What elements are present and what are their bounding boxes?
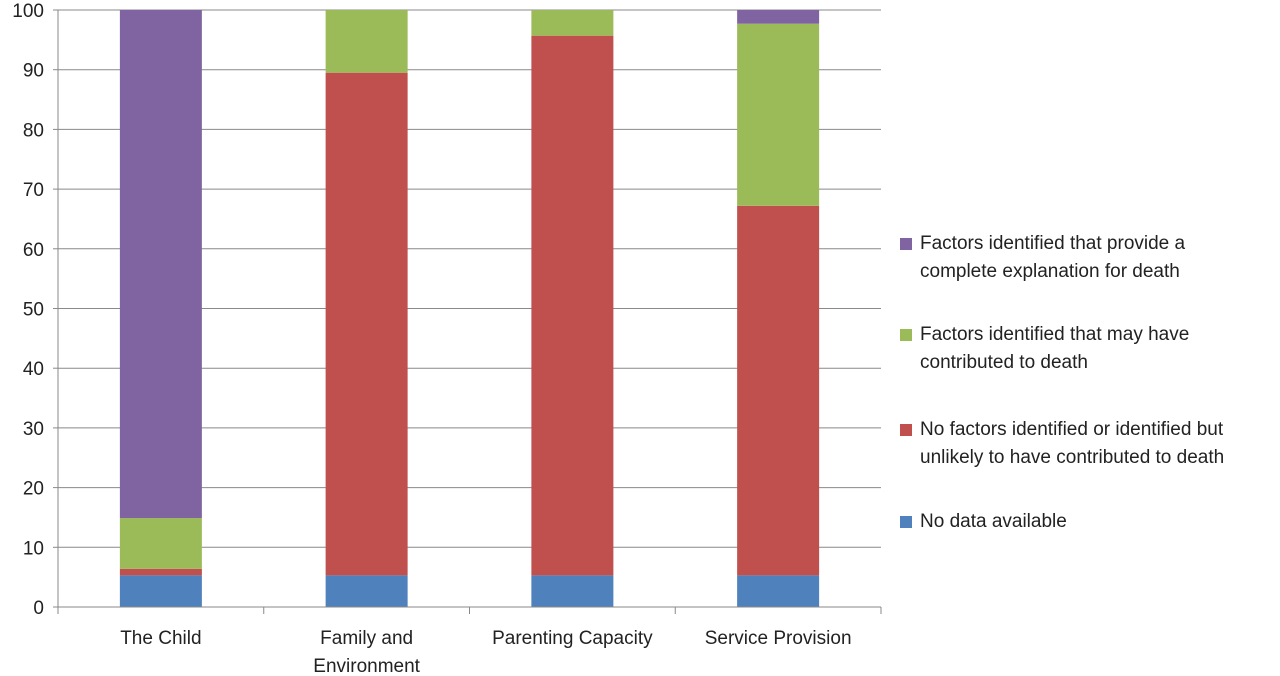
bar-segment xyxy=(119,518,202,569)
x-category-label: Environment xyxy=(313,656,420,676)
bar-segment xyxy=(737,10,820,24)
x-category-label: Family and xyxy=(320,628,413,649)
bar-segment xyxy=(531,35,614,576)
legend-label-line: No factors identified or identified but xyxy=(920,419,1224,440)
bar-segment xyxy=(325,72,408,576)
legend-label-line: Factors identified that may have xyxy=(920,324,1190,345)
bar-segment xyxy=(119,575,202,607)
legend-label-line: Factors identified that provide a xyxy=(920,233,1186,254)
bar-segment xyxy=(737,205,820,576)
bar-segment xyxy=(531,10,614,36)
y-tick-label: 50 xyxy=(23,300,44,321)
x-category-label: The Child xyxy=(120,628,201,649)
legend-item: Factors identified that may have contribu… xyxy=(900,323,1280,377)
bar-segment xyxy=(325,575,408,607)
legend-label-line: No data available xyxy=(920,511,1067,532)
legend-item: Factors identified that provide a complet… xyxy=(900,232,1280,286)
legend-label-line: contributed to death xyxy=(920,352,1088,373)
x-category-label: Parenting Capacity xyxy=(492,628,653,649)
bar-segment xyxy=(119,10,202,519)
y-tick-label: 40 xyxy=(23,359,44,380)
bar-segment xyxy=(531,575,614,607)
legend-label: No factors identified or identified but u… xyxy=(920,416,1280,472)
legend-label-line: complete explanation for death xyxy=(920,261,1180,282)
y-tick-label: 80 xyxy=(23,120,44,141)
legend-swatch xyxy=(900,516,912,528)
x-category-label: Service Provision xyxy=(705,628,852,649)
legend-item: No data available xyxy=(900,510,1280,536)
y-tick-label: 90 xyxy=(23,61,44,82)
bar-segment xyxy=(737,575,820,607)
y-tick-label: 60 xyxy=(23,240,44,261)
legend-label: No data available xyxy=(920,508,1280,536)
y-tick-label: 20 xyxy=(23,479,44,500)
legend-swatch xyxy=(900,329,912,341)
y-tick-label: 0 xyxy=(33,598,44,619)
legend-label: Factors identified that may have contribu… xyxy=(920,321,1280,377)
legend-swatch xyxy=(900,238,912,250)
legend-label-line: unlikely to have contributed to death xyxy=(920,447,1225,468)
y-tick-label: 70 xyxy=(23,180,44,201)
bar-segment xyxy=(737,23,820,206)
legend-swatch xyxy=(900,424,912,436)
legend-item: No factors identified or identified but u… xyxy=(900,418,1280,472)
bar-segment xyxy=(325,10,408,73)
bar-segment xyxy=(119,568,202,576)
y-tick-label: 100 xyxy=(12,1,44,22)
y-tick-label: 10 xyxy=(23,538,44,559)
y-tick-label: 30 xyxy=(23,419,44,440)
legend-label: Factors identified that provide a complet… xyxy=(920,230,1280,286)
